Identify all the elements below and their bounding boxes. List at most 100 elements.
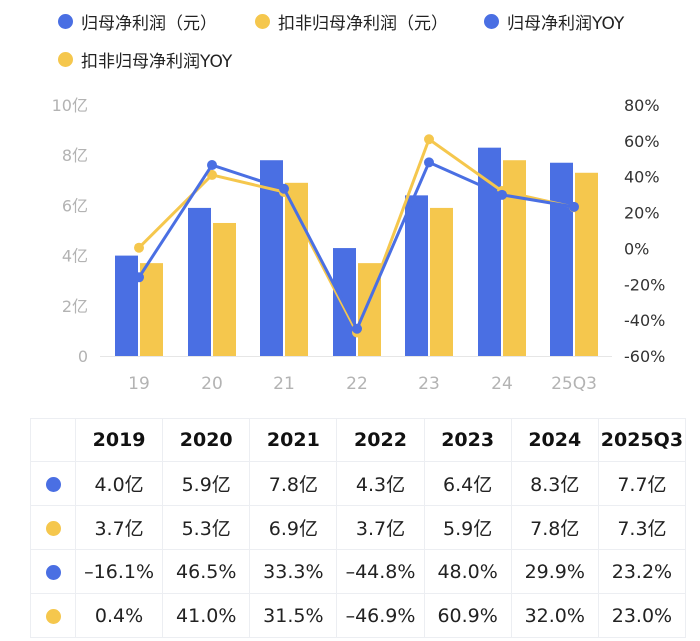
table-cell: 4.0亿: [74, 461, 164, 506]
bar-deducted-profit-24: [503, 160, 526, 356]
row-marker-cell: [30, 549, 76, 594]
table-header-cell: 2019: [74, 418, 164, 462]
table-header-row: 2019 2020 2021 2022 2023 2024 2025Q3: [30, 418, 687, 462]
table-cell: 6.9亿: [249, 505, 338, 550]
table-cell: 29.9%: [510, 549, 599, 594]
table-cell: 6.4亿: [423, 461, 512, 506]
point-deducted-profit-yoy-20: [207, 169, 217, 180]
x-tick-label: 21: [273, 374, 295, 394]
y-right-tick-label: 60%: [624, 132, 660, 151]
legend-label: 归母净利润（元）: [81, 14, 217, 34]
combo-chart: 0 2亿 4亿 6亿 8亿 10亿 -60% -40% -20% 0% 20% 40% 60% 80% 19…: [52, 96, 666, 394]
y-right-tick-label: 80%: [624, 96, 660, 115]
bar-net-profit-23: [405, 195, 428, 356]
bar-net-profit-25Q3: [550, 162, 573, 356]
table-header-cell: 2022: [336, 418, 425, 462]
table-cell: 4.3亿: [336, 461, 425, 506]
table-cell: 23.2%: [597, 549, 687, 594]
bar-net-profit-19: [115, 255, 138, 356]
table-header-cell: 2024: [510, 418, 599, 462]
table-cell: 8.3亿: [510, 461, 599, 506]
table-cell: 5.3亿: [162, 505, 251, 550]
bar-deducted-profit-23: [430, 207, 453, 356]
table-row: –16.1% 46.5% 33.3% –44.8% 48.0% 29.9% 23.2%: [30, 549, 687, 594]
point-net-profit-yoy-21: [279, 183, 289, 194]
row-marker-cell: [30, 505, 76, 550]
legend-label: 扣非归母净利润YOY: [81, 52, 233, 72]
y-left-tick-label: 10亿: [52, 96, 88, 115]
bar-deducted-profit-19: [140, 263, 163, 356]
table-cell: 5.9亿: [162, 461, 251, 506]
data-table: 2019 2020 2021 2022 2023 2024 2025Q3 4.0亿 5.9亿 7…: [30, 418, 687, 638]
y-left-tick-label: 2亿: [62, 297, 88, 316]
table-header-cell: 2021: [249, 418, 338, 462]
x-tick-label: 22: [346, 374, 368, 394]
point-net-profit-yoy-23: [424, 157, 434, 168]
legend-item-3: 归母净利润YOY: [484, 9, 624, 34]
y-left-tick-label: 6亿: [62, 196, 88, 215]
table-cell: 23.0%: [597, 593, 687, 638]
table-cell: 0.4%: [74, 593, 164, 638]
table-cell: 5.9亿: [423, 505, 512, 550]
table-header-cell: 2023: [423, 418, 512, 462]
point-net-profit-yoy-19: [134, 272, 144, 283]
table-cell: 60.9%: [423, 593, 512, 638]
point-net-profit-yoy-24: [497, 189, 507, 200]
table-cell: 46.5%: [162, 549, 251, 594]
legend-label: 归母净利润YOY: [507, 14, 625, 34]
y-right-tick-label: -20%: [624, 275, 665, 294]
series-marker-icon: [45, 608, 61, 624]
row-marker-cell: [30, 461, 76, 506]
point-deducted-profit-yoy-23: [424, 134, 434, 145]
table-row: 3.7亿 5.3亿 6.9亿 3.7亿 5.9亿 7.8亿 7.3亿: [30, 505, 687, 550]
legend-label: 扣非归母净利润（元）: [278, 14, 448, 34]
y-left-tick-label: 4亿: [62, 247, 88, 266]
legend-marker-icon: [58, 14, 73, 29]
series-marker-icon: [45, 476, 61, 492]
bar-net-profit-21: [260, 160, 283, 356]
table-row: 0.4% 41.0% 31.5% –46.9% 60.9% 32.0% 23.0%: [30, 593, 687, 638]
table-cell: 3.7亿: [336, 505, 425, 550]
table-cell: –46.9%: [336, 593, 425, 638]
chart-legend: 归母净利润（元） 扣非归母净利润（元） 归母净利润YOY 扣非归母净利润YOY: [0, 0, 700, 80]
table-cell: 32.0%: [510, 593, 599, 638]
y-right-tick-label: 40%: [624, 168, 660, 187]
table-header-cell: 2020: [162, 418, 251, 462]
x-tick-label: 25Q3: [551, 374, 597, 394]
bar-net-profit-20: [188, 207, 211, 356]
y-left-tick-label: 8亿: [62, 146, 88, 165]
bar-net-profit-24: [478, 147, 501, 356]
table-header-cell: 2025Q3: [597, 418, 687, 462]
point-net-profit-yoy-20: [207, 160, 217, 171]
table-cell: 3.7亿: [74, 505, 164, 550]
x-tick-label: 24: [491, 374, 513, 394]
legend-marker-icon: [255, 14, 270, 29]
x-tick-label: 23: [418, 374, 440, 394]
y-right-tick-label: -60%: [624, 347, 665, 366]
x-tick-label: 19: [128, 374, 150, 394]
y-right-tick-label: -40%: [624, 311, 665, 330]
table-cell: 31.5%: [249, 593, 338, 638]
point-deducted-profit-yoy-19: [134, 242, 144, 253]
table-cell: 7.8亿: [249, 461, 338, 506]
row-marker-cell: [30, 593, 76, 638]
table-corner-cell: [30, 418, 76, 462]
legend-item-2: 扣非归母净利润（元）: [255, 9, 448, 34]
bar-deducted-profit-20: [213, 222, 236, 356]
point-net-profit-yoy-25Q3: [569, 201, 579, 212]
table-cell: 41.0%: [162, 593, 251, 638]
bar-deducted-profit-21: [285, 182, 308, 356]
table-cell: 48.0%: [423, 549, 512, 594]
table-cell: 7.8亿: [510, 505, 599, 550]
legend-marker-icon: [484, 14, 499, 29]
legend-marker-icon: [58, 52, 73, 67]
legend-item-1: 归母净利润（元）: [58, 9, 217, 34]
legend-item-4: 扣非归母净利润YOY: [58, 47, 232, 72]
table-cell: –16.1%: [74, 549, 164, 594]
table-cell: 7.7亿: [597, 461, 687, 506]
y-right-tick-label: 0%: [624, 239, 649, 258]
series-marker-icon: [45, 520, 61, 536]
x-tick-label: 20: [201, 374, 223, 394]
table-row: 4.0亿 5.9亿 7.8亿 4.3亿 6.4亿 8.3亿 7.7亿: [30, 461, 687, 506]
table-cell: 33.3%: [249, 549, 338, 594]
